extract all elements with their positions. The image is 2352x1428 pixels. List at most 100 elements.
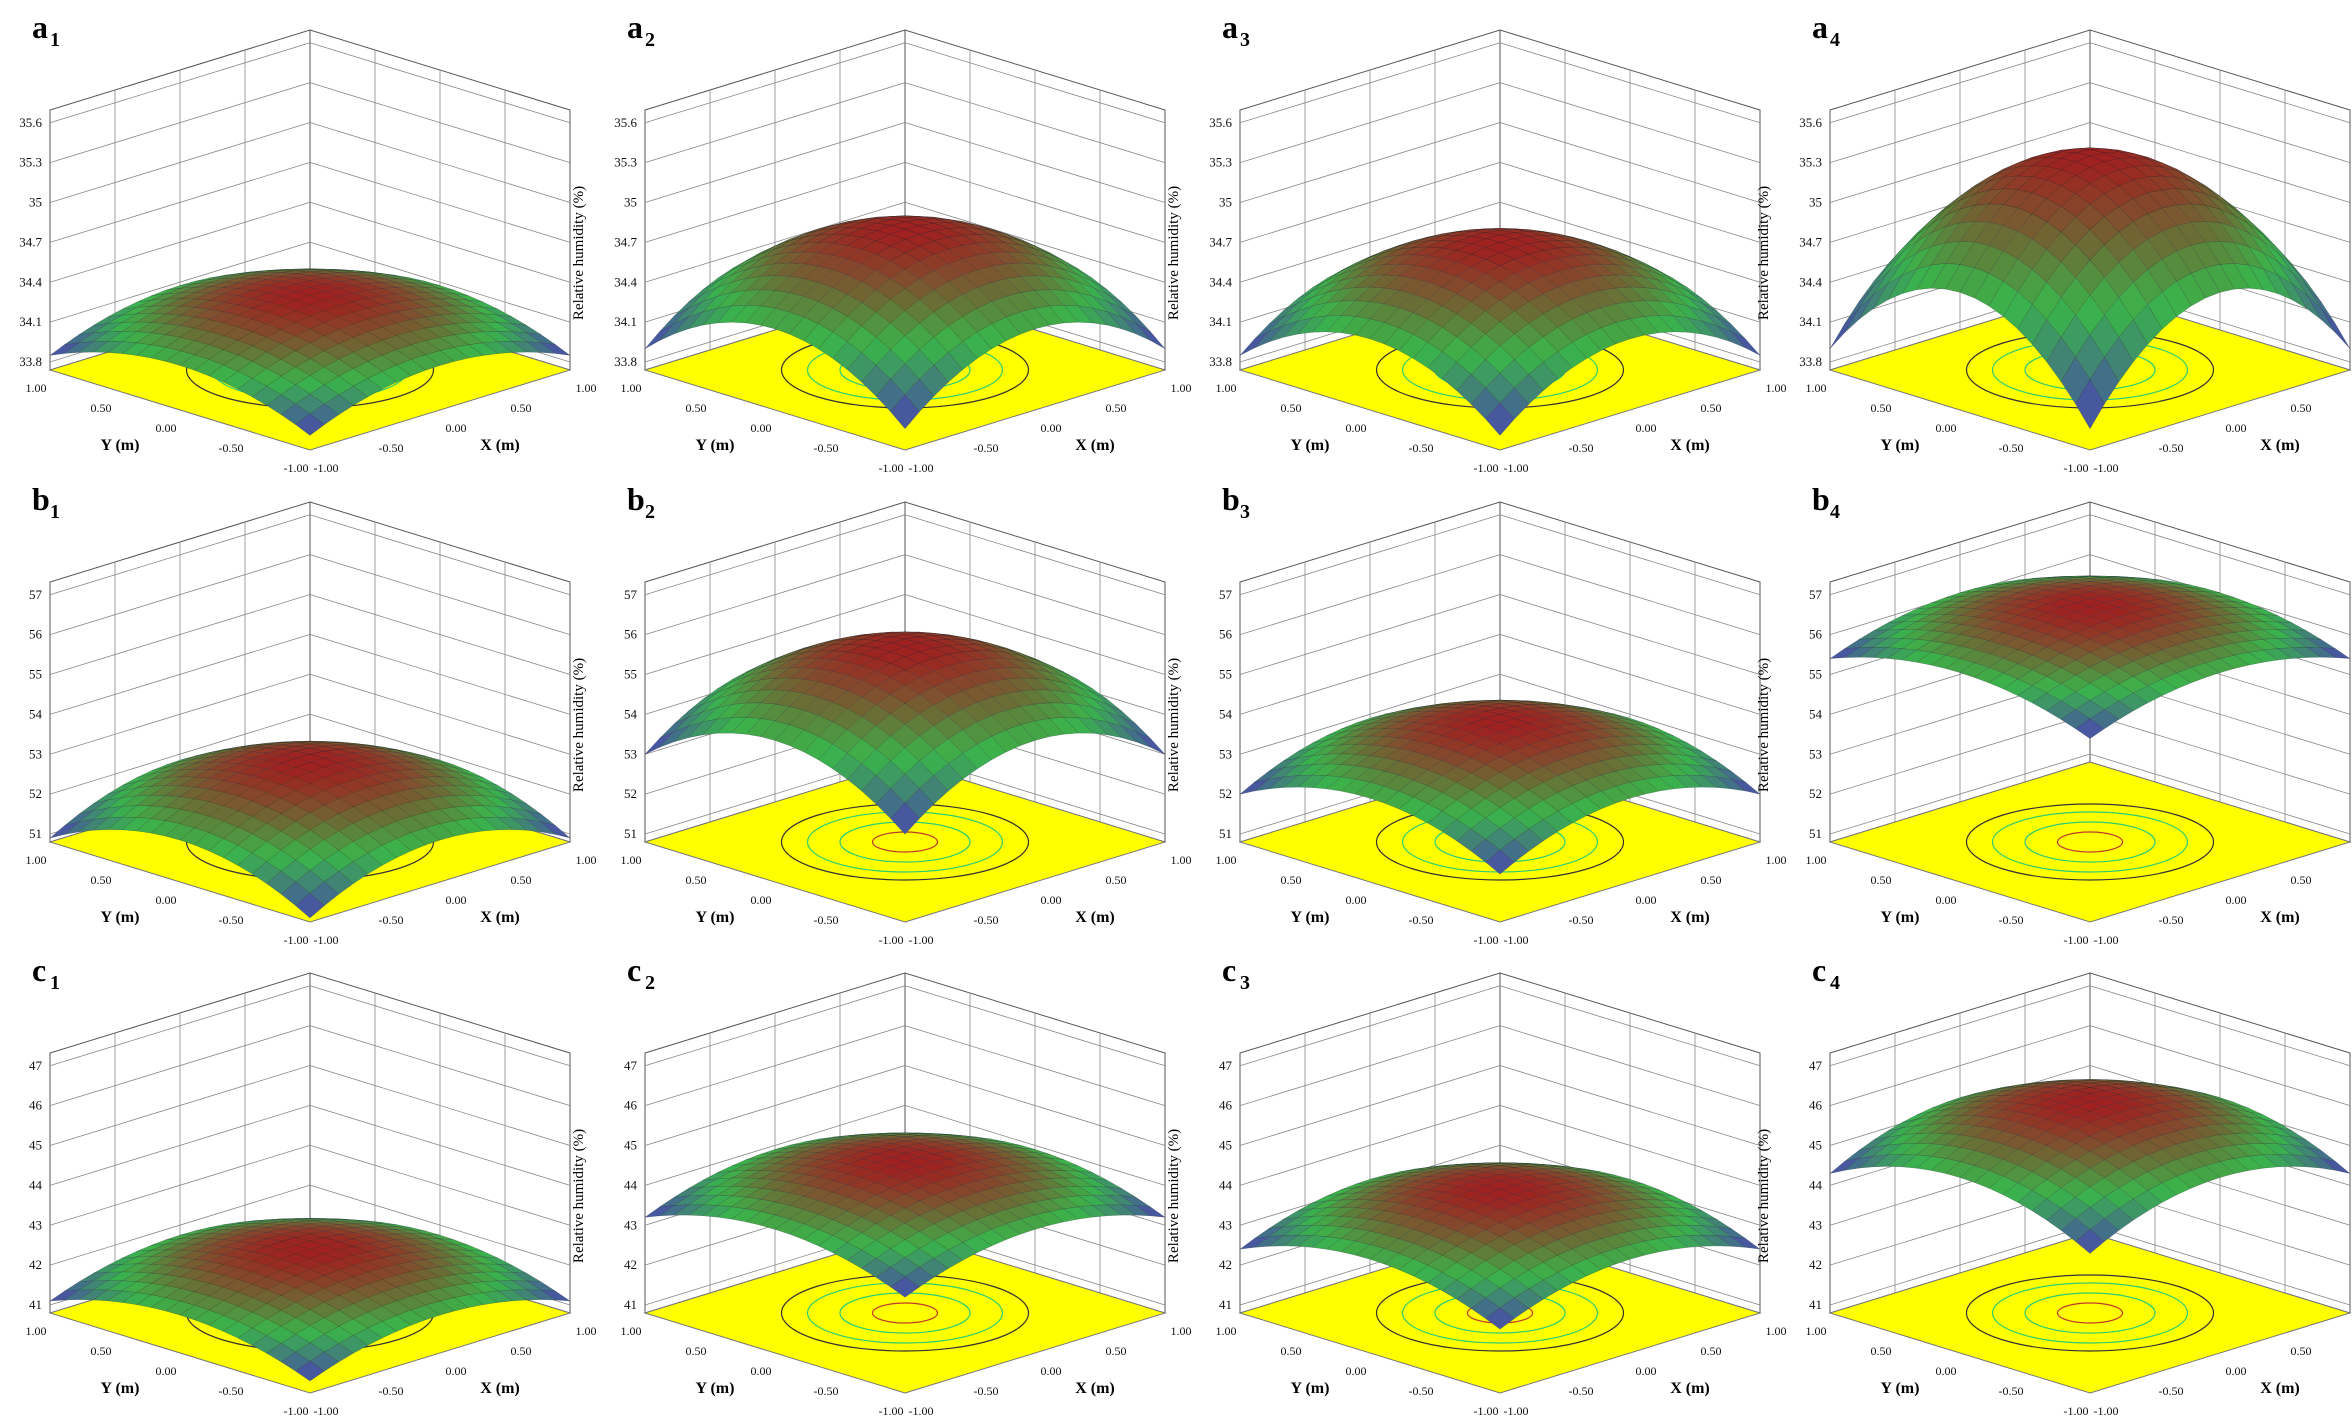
z-axis-label: Relative humidity (%) [1166,658,1182,792]
surface-cell [1456,373,1486,405]
y-tick-label: -1.00 [284,461,309,475]
surface-cell [962,222,992,231]
x-tick-label: 0.50 [1701,401,1722,415]
z-tick-label: 41 [1809,1297,1822,1312]
surface-cell [1034,263,1065,279]
surface-cell [846,248,877,265]
surface-cell [919,364,949,397]
x-tick-label: 0.50 [511,1344,532,1358]
y-tick-label: -1.00 [284,1404,309,1418]
z-tick-label: 35 [1219,195,1232,210]
surface-cell [1297,280,1327,299]
surface-cell [410,354,441,371]
z-tick-label: 54 [1219,706,1233,721]
surface-cell [1644,269,1674,286]
surface-cell [280,291,311,301]
surface-cell [352,290,384,299]
surface-cell [832,316,863,342]
surface-cell [789,296,819,318]
x-tick-label: 1.00 [1171,853,1192,867]
x-tick-label: 0.00 [1041,421,1062,435]
x-tick-label: -0.50 [1569,441,1594,455]
z-tick-label: 34.4 [1799,274,1822,289]
surface-cell [1514,373,1544,405]
z-tick-label: 47 [1809,1058,1823,1073]
y-tick-label: 1.00 [1216,1324,1237,1338]
y-tick-label: 0.00 [156,1364,177,1378]
x-tick-label: 0.00 [446,421,467,435]
surface-cell [745,263,776,279]
z-tick-label: 57 [1809,587,1823,602]
y-axis-label: Y (m) [1881,909,1920,926]
z-tick-label: 35.3 [1209,155,1232,170]
x-tick-label: 0.00 [2226,1364,2247,1378]
y-tick-label: 0.50 [91,401,112,415]
surface-cell [367,326,398,341]
surface-cell [875,278,906,300]
surface-cell [1412,341,1443,369]
surface-cell [1092,296,1122,318]
surface-cell [1427,247,1458,259]
z-tick-label: 57 [29,587,43,602]
x-axis-label: X (m) [2260,437,2300,454]
z-axis-label: Relative humidity (%) [1166,1129,1182,1263]
panel-label: c [1812,952,1826,988]
surface-cell [309,283,339,292]
panel-b4: 57 56 55 54 53 52 51 Relative humidity (%) -1.00… [1756,481,2352,947]
y-tick-label: 0.00 [1936,893,1957,907]
surface-cell [222,371,253,390]
z-axis-label: Relative humidity (%) [1756,186,1772,320]
surface-cell [367,371,398,390]
surface-cell [702,305,733,326]
panel-b1: 57 56 55 54 53 52 51 Relative humidity (%) -1.00… [26,481,597,947]
surface-cell [122,300,152,310]
surface-cell [716,304,747,324]
x-tick-label: 0.50 [1701,873,1722,887]
surface-cell [889,228,921,240]
surface-cell [832,245,863,259]
surface-cell [760,307,790,330]
surface-cell [789,316,819,342]
surface-cell [1484,234,1516,243]
surface-cell [1542,247,1573,259]
z-tick-label: 43 [624,1217,637,1232]
surface-cell [933,263,964,282]
surface-cell [410,316,441,329]
z-axis-label: Relative humidity (%) [571,658,587,792]
y-tick-label: 1.00 [1806,381,1827,395]
panel-label: a [32,9,48,45]
surface-mesh [1829,147,2351,430]
x-tick-label: -1.00 [1504,933,1529,947]
surface-cell [367,277,397,283]
x-tick-label: -1.00 [314,933,339,947]
surface-cell [1557,341,1588,369]
z-tick-label: 47 [1219,1058,1233,1073]
z-tick-label: 47 [29,1058,43,1073]
surface-cell [367,340,398,356]
surface-cell [731,304,762,324]
y-axis-label: Y (m) [101,437,140,454]
surface-cell [947,316,978,342]
surface-cell [1730,331,1761,356]
y-tick-label: 0.50 [1281,873,1302,887]
y-axis-label: Y (m) [696,437,735,454]
surface-cell [468,342,499,356]
surface-cell [208,349,239,366]
y-tick-label: 0.00 [751,893,772,907]
surface-cell [150,334,181,348]
z-axis-label: Relative humidity (%) [571,186,587,320]
y-tick-label: 1.00 [26,853,47,867]
surface-cell [497,341,528,353]
z-tick-label: 55 [1219,667,1232,682]
surface-cell [1412,246,1444,257]
x-axis-label: X (m) [480,437,520,454]
panel-c4: 47 46 45 44 43 42 41 Relative humidity (%) -1.00… [1756,952,2352,1418]
surface-cell [309,291,340,301]
surface-cell [396,359,427,377]
surface-cell [525,341,557,354]
surface-cell [861,289,891,313]
y-tick-label: -0.50 [1999,441,2024,455]
x-tick-label: 1.00 [1766,1324,1787,1338]
surface-cell [1369,322,1400,345]
x-tick-label: -1.00 [909,933,934,947]
